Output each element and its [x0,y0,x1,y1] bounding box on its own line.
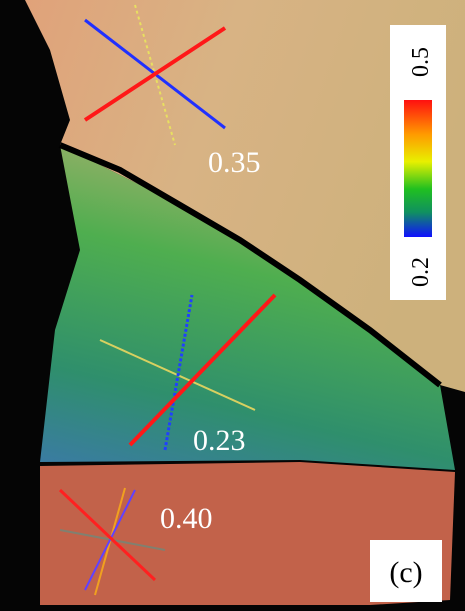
region-label: 0.40 [160,502,213,535]
colorbar-scale [404,100,432,237]
region-label: 0.35 [208,146,261,179]
colorbar: 0.5 0.2 [390,25,446,300]
panel-label: (c) [389,556,422,589]
colorbar-max: 0.5 [408,47,434,77]
region-label: 0.23 [193,424,246,457]
figure-panel: 0.35 0.23 0.40 0.5 0.2 (c) [0,0,465,611]
colorbar-min: 0.2 [408,257,434,287]
